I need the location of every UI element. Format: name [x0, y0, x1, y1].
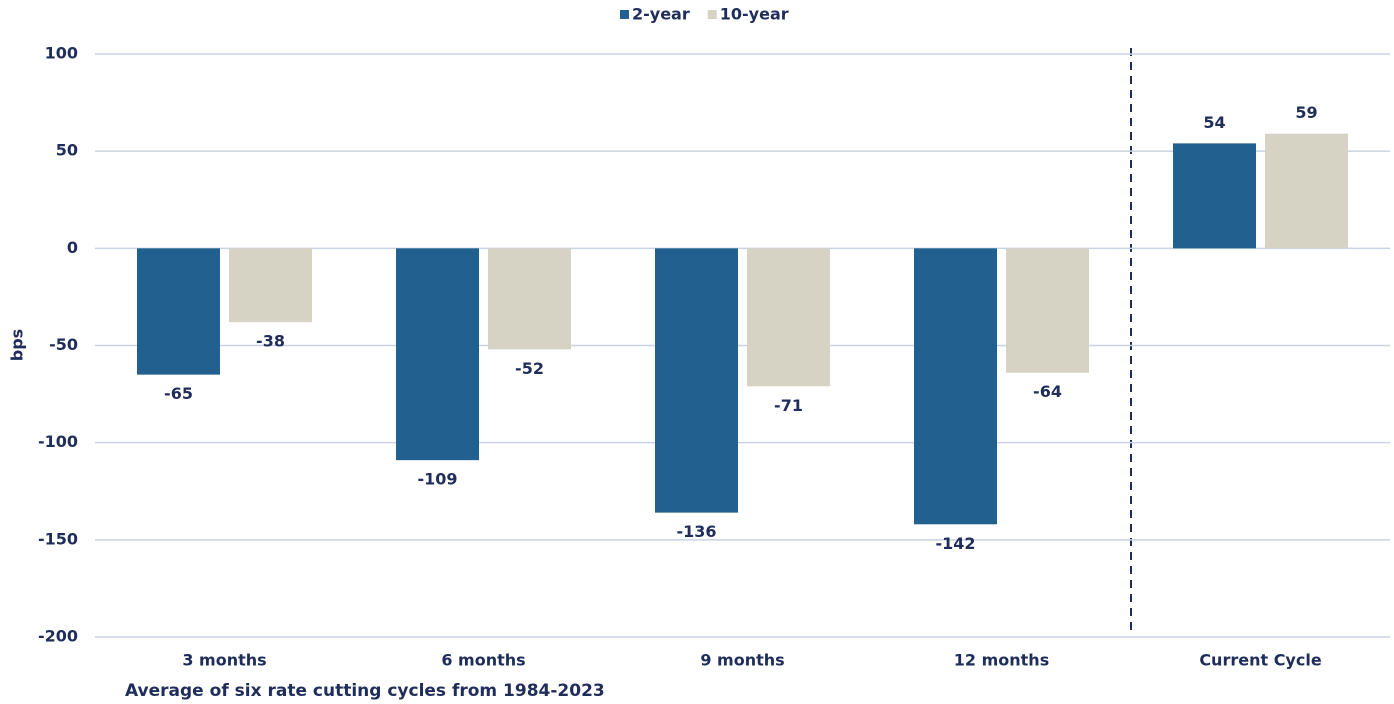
x-tick-label: 12 months	[954, 651, 1049, 670]
bar	[655, 248, 738, 513]
data-label: -38	[256, 332, 285, 351]
data-label: -71	[774, 396, 803, 415]
legend-label: 10-year	[720, 5, 789, 24]
legend-label: 2-year	[632, 5, 690, 24]
x-axis-title: Average of six rate cutting cycles from …	[125, 681, 605, 701]
y-tick-label: -50	[49, 335, 78, 354]
data-label: -142	[935, 534, 975, 553]
x-tick-label: 9 months	[700, 651, 784, 670]
data-label: -64	[1033, 382, 1062, 401]
x-tick-label: 3 months	[182, 651, 266, 670]
legend-swatch	[620, 10, 629, 19]
data-label: -136	[676, 522, 716, 541]
data-label: 59	[1295, 103, 1317, 122]
bar	[396, 248, 479, 461]
bar	[914, 248, 997, 525]
y-tick-label: 50	[56, 141, 78, 160]
data-label: -109	[417, 470, 457, 489]
x-tick-label: Current Cycle	[1199, 651, 1322, 670]
bar	[229, 248, 312, 323]
y-tick-label: -100	[38, 432, 78, 451]
x-tick-label: 6 months	[441, 651, 525, 670]
bar	[137, 248, 220, 375]
legend-swatch	[707, 10, 717, 19]
y-tick-label: -200	[38, 627, 78, 646]
bar	[1173, 143, 1256, 249]
data-label: -52	[515, 359, 544, 378]
y-axis-title: bps	[8, 329, 27, 361]
bar	[1265, 133, 1348, 249]
y-tick-label: 100	[45, 44, 78, 63]
bar	[747, 248, 830, 387]
data-label: -65	[164, 384, 193, 403]
y-tick-label: 0	[67, 238, 78, 257]
y-tick-label: -150	[38, 529, 78, 548]
bar	[1006, 248, 1089, 373]
data-label: 54	[1203, 113, 1225, 132]
bar	[488, 248, 571, 350]
